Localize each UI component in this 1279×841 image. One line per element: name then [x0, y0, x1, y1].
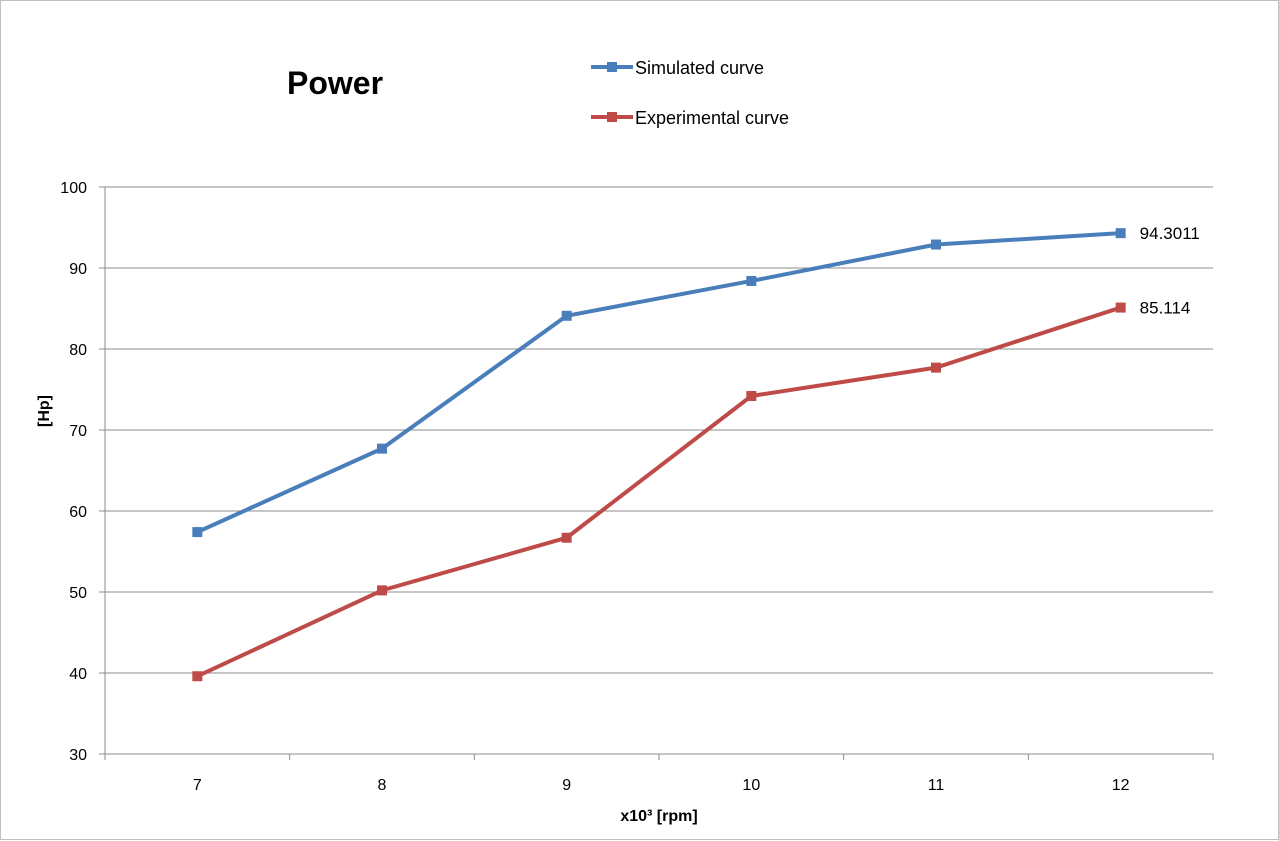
legend-label: Simulated curve — [635, 58, 764, 78]
x-tick-label: 10 — [742, 777, 760, 794]
chart-title: Power — [287, 65, 383, 101]
data-point-marker — [377, 585, 387, 596]
x-tick-labels: 7 8 9 10 11 12 — [193, 777, 1130, 794]
data-point-marker — [746, 390, 757, 401]
y-tick-label: 50 — [69, 585, 87, 602]
data-point-marker — [377, 443, 387, 454]
y-tick-label: 30 — [69, 747, 87, 764]
y-axis-title: [Hp] — [36, 395, 53, 427]
data-point-marker — [561, 310, 572, 321]
data-point-marker — [931, 362, 941, 373]
data-point-marker — [192, 527, 203, 538]
legend: Simulated curve Experimental curve — [591, 58, 789, 128]
series-layer — [192, 228, 1126, 682]
y-tick-label: 90 — [69, 261, 87, 278]
x-tick-label: 7 — [193, 777, 202, 794]
data-point-marker — [1115, 228, 1126, 239]
y-tick-labels: 30 40 50 60 70 80 90 100 — [60, 180, 87, 764]
data-label: 94.3011 — [1140, 224, 1200, 243]
legend-swatch-marker — [607, 62, 617, 72]
x-axis-title: x10³ [rpm] — [620, 808, 697, 825]
series-line-2 — [195, 305, 1123, 679]
data-labels: 94.3011 85.114 — [1140, 224, 1200, 317]
data-point-marker — [931, 239, 941, 250]
data-point-marker — [561, 532, 572, 543]
x-tick-label: 12 — [1112, 777, 1130, 794]
data-point-marker — [192, 671, 203, 682]
legend-swatch-marker — [607, 112, 617, 122]
y-tick-label: 70 — [69, 423, 87, 440]
x-tick-label: 9 — [562, 777, 571, 794]
y-tick-label: 60 — [69, 504, 87, 521]
axes — [99, 186, 1214, 760]
y-tick-label: 80 — [69, 342, 87, 359]
x-tick-label: 11 — [928, 777, 945, 794]
y-tick-label: 40 — [69, 666, 87, 683]
gridlines — [105, 186, 1213, 674]
legend-label: Experimental curve — [635, 108, 789, 128]
data-point-marker — [1115, 302, 1126, 313]
x-tick-label: 8 — [378, 777, 387, 794]
data-point-marker — [746, 275, 757, 286]
y-tick-label: 100 — [60, 180, 87, 197]
series-line-1 — [195, 231, 1123, 535]
data-label: 85.114 — [1140, 299, 1191, 318]
